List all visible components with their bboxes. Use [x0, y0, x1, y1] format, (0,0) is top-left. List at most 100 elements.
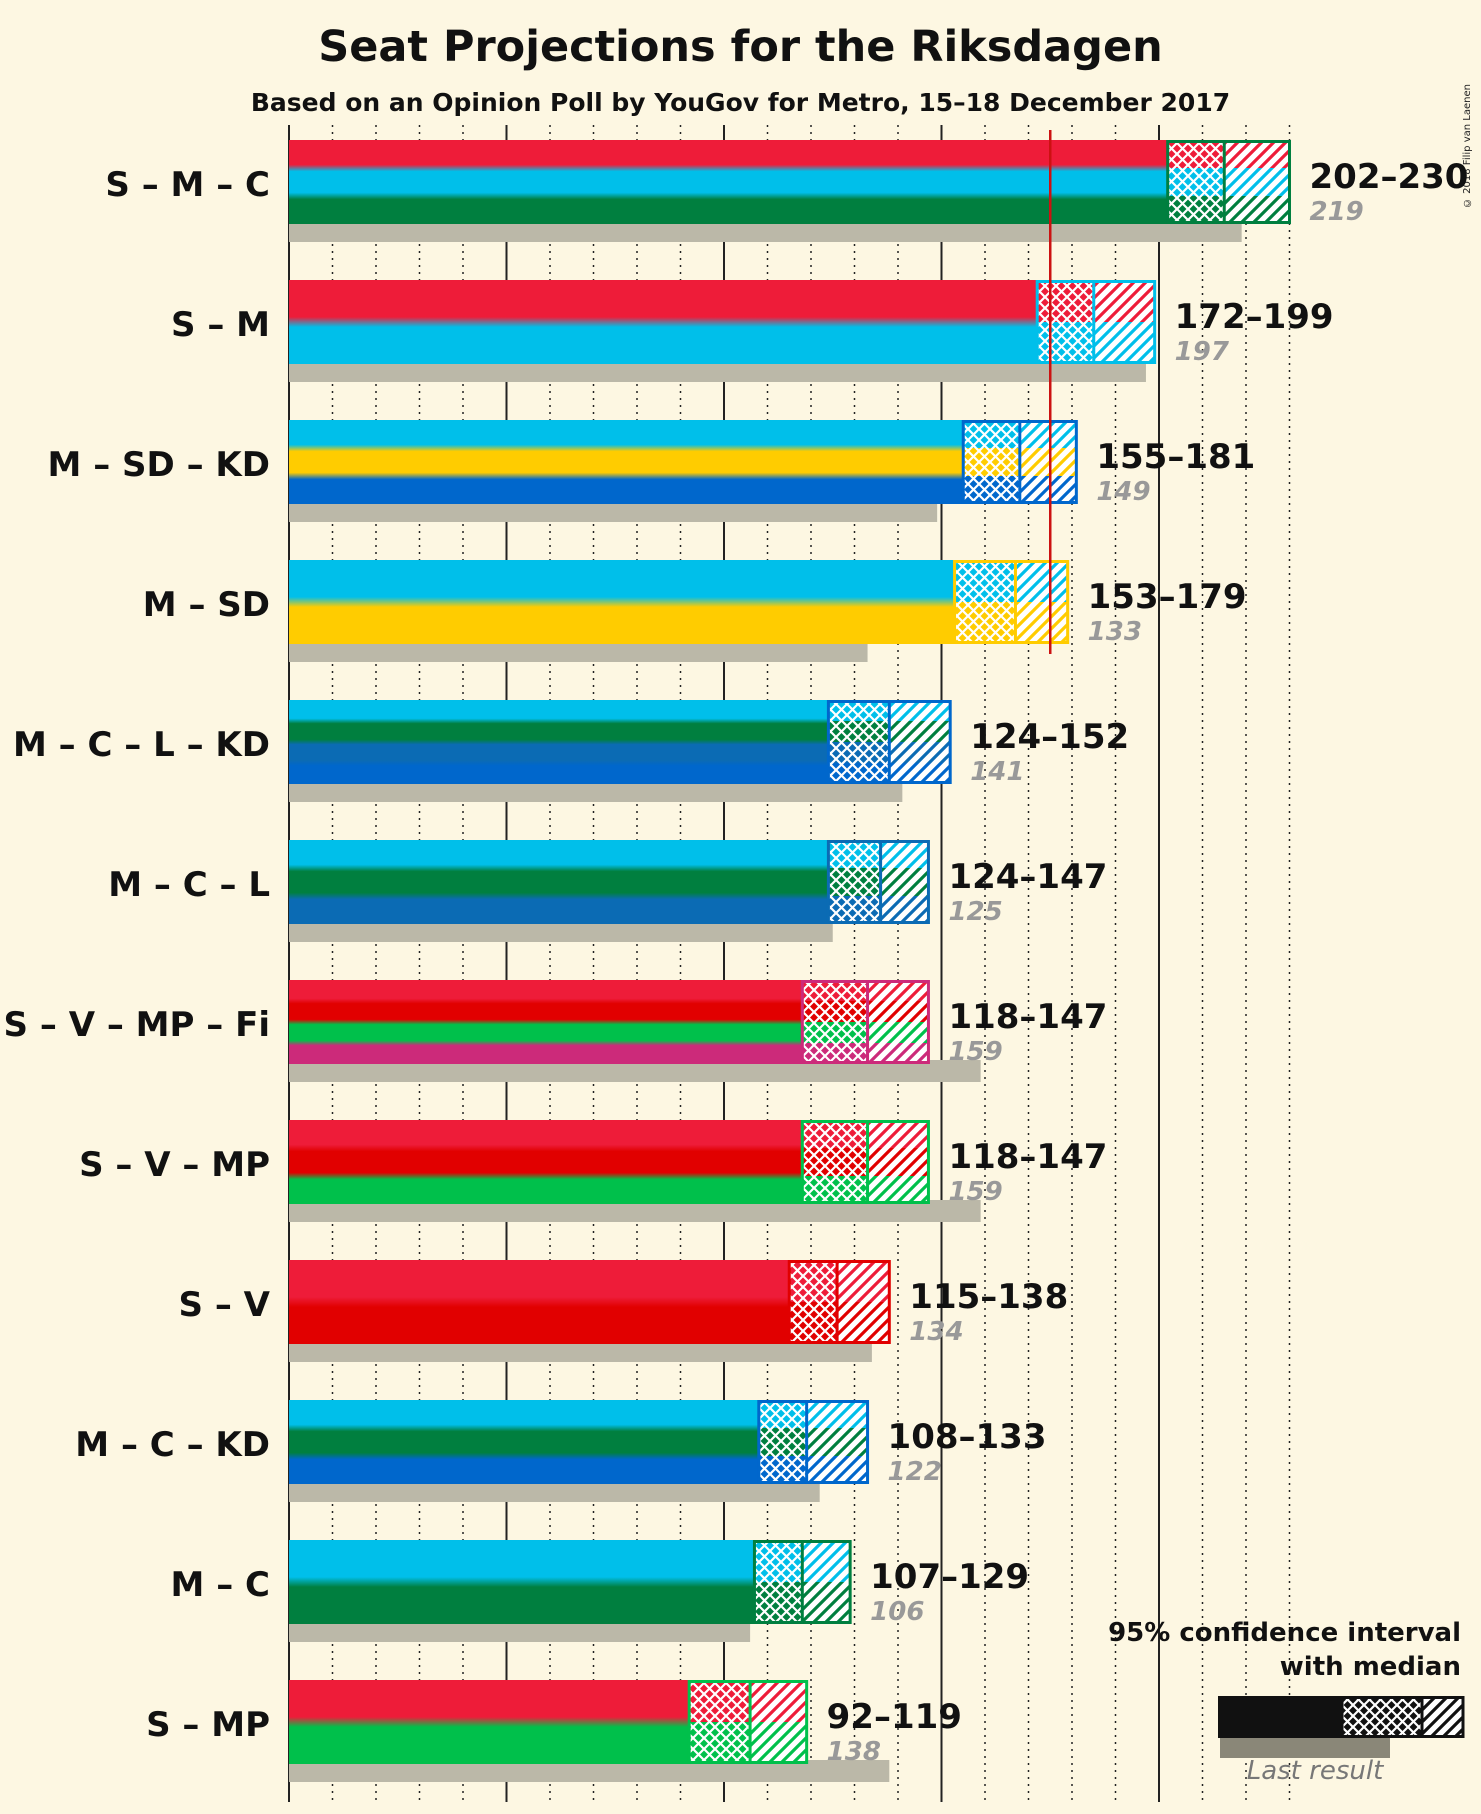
ci-upper-segment [880, 896, 929, 924]
ci-outline [1035, 280, 1157, 364]
range-label: 202–230 [1310, 157, 1469, 197]
projection-bar-solid [289, 420, 964, 504]
ci-upper-segment [802, 1540, 851, 1582]
projection-bar-solid [289, 700, 829, 784]
ci-lower-segment [758, 1456, 807, 1484]
ci-upper-segment [889, 742, 951, 763]
range-label: 124–147 [948, 857, 1107, 897]
legend-last-result: Last result [1246, 1756, 1384, 1786]
ci-upper-segment [1224, 196, 1290, 224]
ci-upper-segment [837, 1302, 890, 1344]
legend-ci-line2: with median [1279, 1652, 1461, 1682]
ci-lower-segment [1167, 196, 1225, 224]
ci-lower-segment [754, 1540, 803, 1582]
last-result-bar [289, 1340, 872, 1362]
ci-upper-segment [889, 763, 951, 784]
bars-layer [289, 140, 1291, 1782]
ci-lower-segment [828, 700, 890, 721]
ci-lower-segment [789, 1302, 838, 1344]
range-label: 124–152 [970, 717, 1129, 757]
coalition-row [289, 280, 1157, 382]
ci-lower-segment [758, 1428, 807, 1456]
last-result-bar [289, 220, 1242, 242]
ci-lower-segment [954, 602, 1016, 644]
ci-upper-segment [867, 1120, 929, 1148]
ci-upper-segment [880, 840, 929, 868]
ci-upper-segment [867, 1022, 929, 1043]
ci-lower-segment [689, 1722, 751, 1764]
coalition-label: M – C [171, 1565, 270, 1605]
ci-upper-segment [1015, 560, 1068, 602]
ci-lower-segment [802, 1001, 868, 1022]
ci-lower-segment [1167, 140, 1225, 168]
range-label: 118–147 [948, 1137, 1107, 1177]
last-result-bar [289, 920, 833, 942]
ci-lower-segment [789, 1260, 838, 1302]
coalition-label: S – V [179, 1285, 271, 1325]
last-result-label: 122 [888, 1457, 942, 1487]
legend-ci-outline [1340, 1696, 1465, 1738]
coalition-label: M – C – L – KD [13, 725, 270, 765]
projection-bar-solid [289, 140, 1168, 224]
projection-bar-solid [289, 980, 803, 1064]
ci-lower-segment [828, 840, 881, 868]
coalition-row [289, 1120, 981, 1222]
ci-upper-segment [1093, 322, 1155, 364]
ci-lower-segment [1167, 168, 1225, 196]
ci-outline [800, 980, 930, 1064]
ci-upper-segment [1019, 420, 1077, 448]
ci-lower-segment [802, 980, 868, 1001]
ci-outline [826, 840, 930, 924]
ci-lower-segment [963, 476, 1020, 504]
ci-upper-segment [750, 1722, 807, 1764]
coalition-label: S – MP [146, 1705, 270, 1745]
last-result-label: 138 [827, 1737, 881, 1767]
coalition-label: S – V – MP – Fi [4, 1005, 270, 1045]
ci-lower-segment [828, 742, 890, 763]
ci-lower-segment [828, 721, 890, 742]
ci-upper-segment [889, 721, 951, 742]
ci-upper-segment [880, 868, 929, 896]
coalition-label: M – SD [143, 585, 270, 625]
coalition-label: M – C – L [108, 865, 270, 905]
ci-outline [757, 1400, 870, 1484]
coalition-label: M – SD – KD [48, 445, 270, 485]
ci-upper-segment [1224, 168, 1290, 196]
coalition-row [289, 560, 1070, 662]
ci-outline [953, 560, 1070, 644]
last-result-bar [289, 1200, 981, 1222]
ci-upper-segment [802, 1582, 851, 1624]
ci-upper-segment [867, 1148, 929, 1176]
projection-bar-solid [289, 840, 829, 924]
last-result-label: 106 [870, 1597, 924, 1627]
last-result-label: 149 [1096, 477, 1150, 507]
last-result-label: 133 [1088, 617, 1142, 647]
coalition-row [289, 840, 930, 942]
coalition-row [289, 1680, 890, 1782]
ci-upper-segment [867, 980, 929, 1001]
ci-upper-segment [867, 1176, 929, 1204]
ci-upper-segment [806, 1400, 868, 1428]
range-label: 155–181 [1096, 437, 1255, 477]
range-label: 108–133 [888, 1417, 1047, 1457]
last-result-bar [289, 780, 903, 802]
legend-ci-line1: 95% confidence interval [1108, 1618, 1461, 1648]
projection-bar-solid [289, 280, 1038, 364]
ci-outline [687, 1680, 809, 1764]
ci-upper-segment [750, 1680, 807, 1722]
ci-lower-segment [802, 1043, 868, 1064]
projection-bar-solid [289, 1120, 803, 1204]
ci-lower-segment [828, 896, 881, 924]
ci-lower-segment [1037, 322, 1094, 364]
ci-upper-segment [1015, 602, 1068, 644]
coalition-row [289, 140, 1291, 242]
last-result-bar [289, 1480, 820, 1502]
projection-bar-solid [289, 560, 955, 644]
projection-bar-solid [289, 1540, 755, 1624]
ci-lower-segment [963, 420, 1020, 448]
ci-upper-segment [1019, 448, 1077, 476]
legend-hatch-bar [1422, 1696, 1463, 1738]
legend-title: 95% confidence interval with median [1041, 1616, 1461, 1684]
